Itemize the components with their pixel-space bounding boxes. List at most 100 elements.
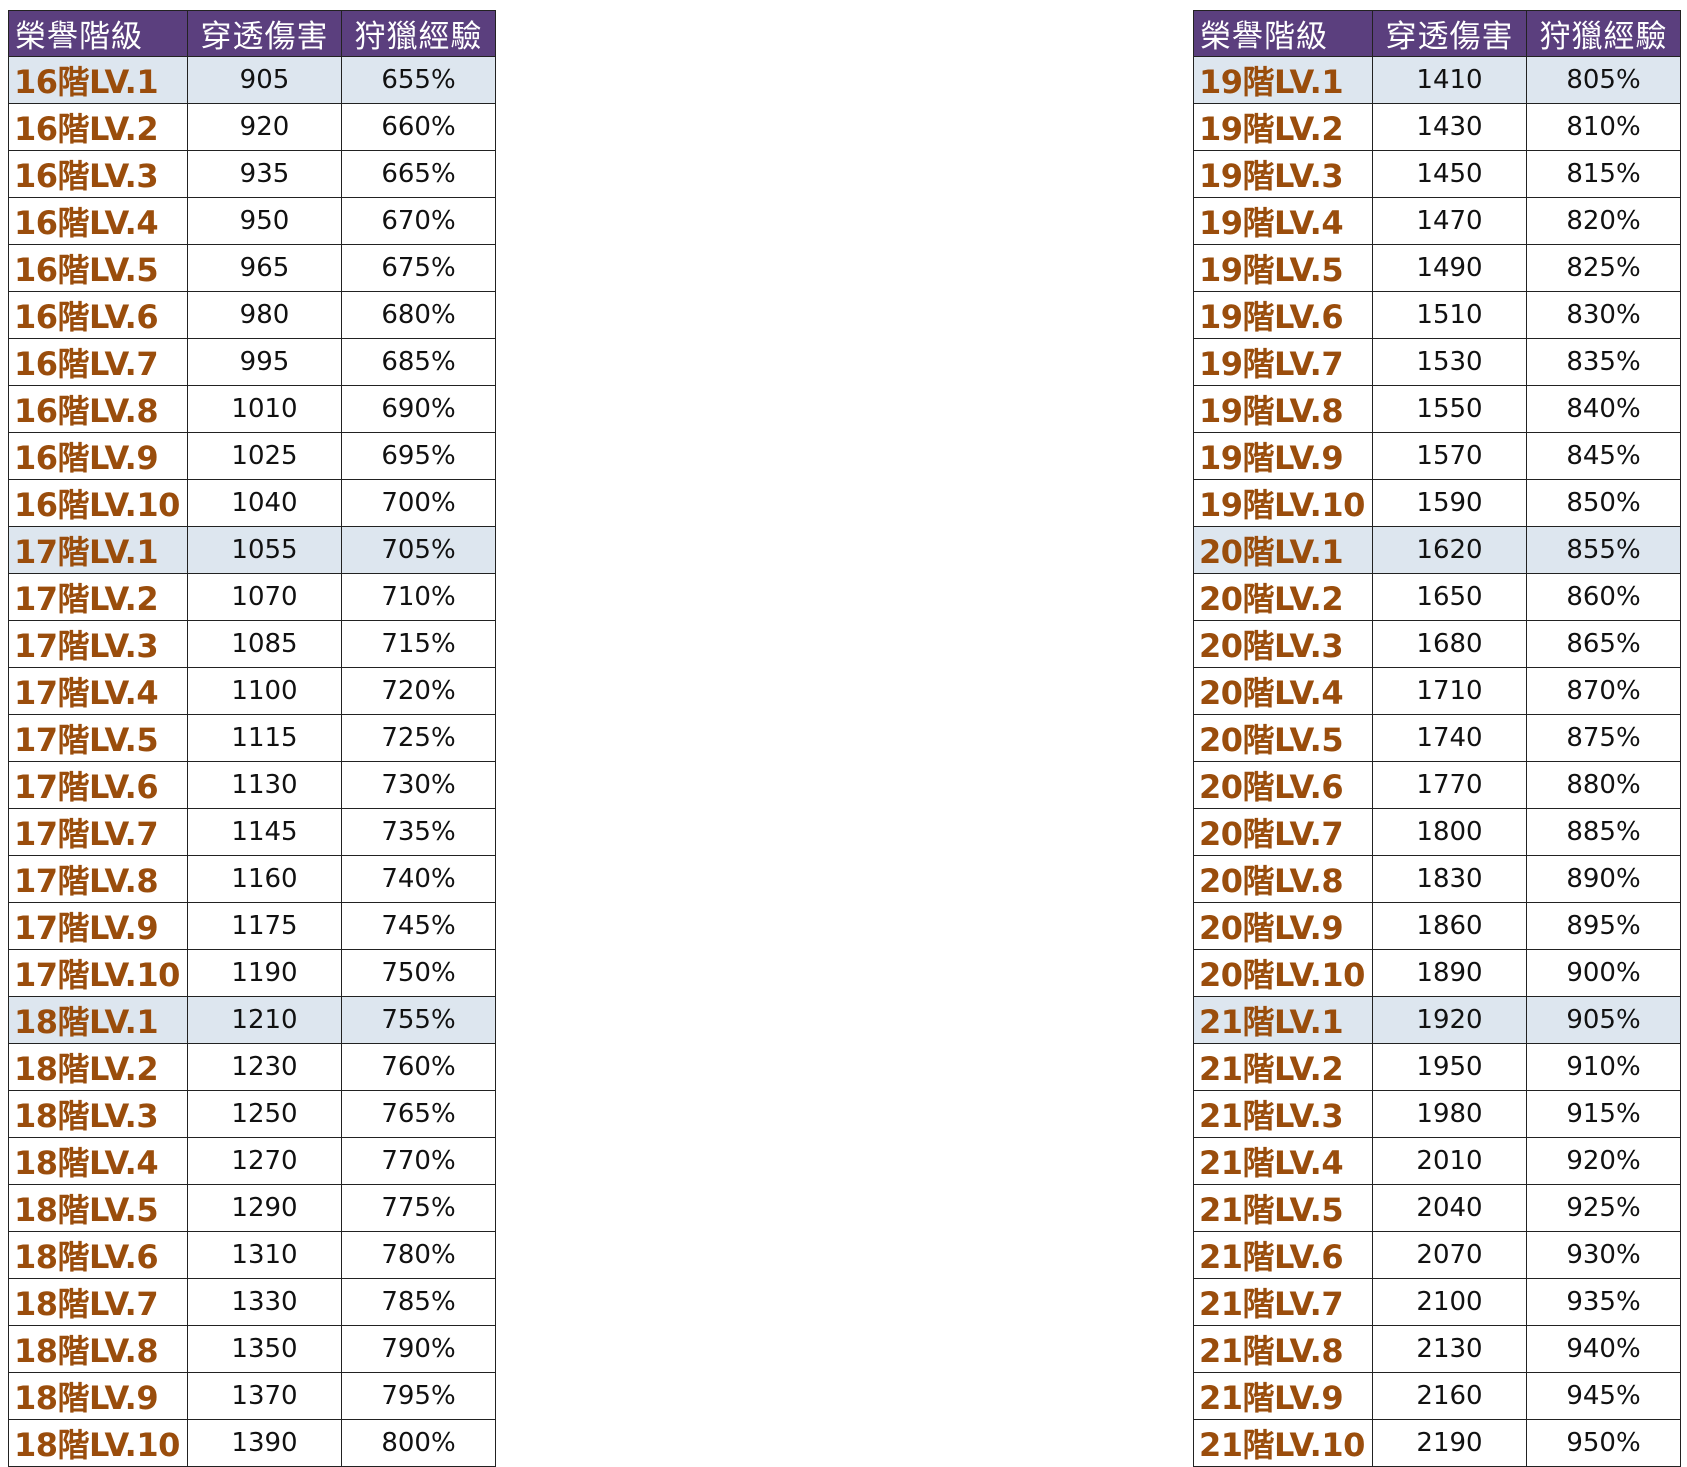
- table-row: 19階LV.9 1570 845%: [1193, 432, 1681, 480]
- hunting-exp-cell: 775%: [341, 1184, 496, 1232]
- penetration-damage-cell: 2160: [1372, 1372, 1527, 1420]
- penetration-damage-cell: 1070: [187, 573, 342, 621]
- penetration-damage-cell: 1290: [187, 1184, 342, 1232]
- penetration-damage-cell: 2100: [1372, 1278, 1527, 1326]
- hunting-exp-cell: 875%: [1526, 714, 1681, 762]
- penetration-damage-cell: 1210: [187, 996, 342, 1044]
- header-penetration-damage: 穿透傷害: [187, 10, 342, 57]
- rank-level-cell: 18階LV.7: [8, 1278, 188, 1326]
- rank-level-cell: 20階LV.10: [1193, 949, 1373, 997]
- hunting-exp-cell: 890%: [1526, 855, 1681, 903]
- rank-level-cell: 21階LV.8: [1193, 1325, 1373, 1373]
- hunting-exp-cell: 900%: [1526, 949, 1681, 997]
- hunting-exp-cell: 845%: [1526, 432, 1681, 480]
- penetration-damage-cell: 2040: [1372, 1184, 1527, 1232]
- rank-level-cell: 21階LV.6: [1193, 1231, 1373, 1279]
- penetration-damage-cell: 980: [187, 291, 342, 339]
- table-row: 16階LV.5 965 675%: [8, 244, 496, 292]
- hunting-exp-cell: 705%: [341, 526, 496, 574]
- penetration-damage-cell: 1890: [1372, 949, 1527, 997]
- table-row: 17階LV.9 1175 745%: [8, 902, 496, 950]
- penetration-damage-cell: 1920: [1372, 996, 1527, 1044]
- rank-level-cell: 21階LV.4: [1193, 1137, 1373, 1185]
- rank-level-cell: 19階LV.1: [1193, 56, 1373, 104]
- penetration-damage-cell: 995: [187, 338, 342, 386]
- hunting-exp-cell: 805%: [1526, 56, 1681, 104]
- rank-level-cell: 20階LV.6: [1193, 761, 1373, 809]
- rank-level-cell: 18階LV.8: [8, 1325, 188, 1373]
- hunting-exp-cell: 865%: [1526, 620, 1681, 668]
- penetration-damage-cell: 1410: [1372, 56, 1527, 104]
- table-row: 16階LV.7 995 685%: [8, 338, 496, 386]
- hunting-exp-cell: 770%: [341, 1137, 496, 1185]
- hunting-exp-cell: 725%: [341, 714, 496, 762]
- rank-level-cell: 17階LV.8: [8, 855, 188, 903]
- rank-level-cell: 18階LV.3: [8, 1090, 188, 1138]
- hunting-exp-cell: 925%: [1526, 1184, 1681, 1232]
- table-row: 16階LV.8 1010 690%: [8, 385, 496, 433]
- table-row: 21階LV.6 2070 930%: [1193, 1231, 1681, 1279]
- table-row: 16階LV.10 1040 700%: [8, 479, 496, 527]
- rank-level-cell: 20階LV.3: [1193, 620, 1373, 668]
- table-row: 21階LV.8 2130 940%: [1193, 1325, 1681, 1373]
- rank-level-cell: 16階LV.5: [8, 244, 188, 292]
- hunting-exp-cell: 950%: [1526, 1419, 1681, 1467]
- table-row: 17階LV.10 1190 750%: [8, 949, 496, 997]
- table-row: 20階LV.10 1890 900%: [1193, 949, 1681, 997]
- table-row: 18階LV.4 1270 770%: [8, 1137, 496, 1185]
- table-row: 18階LV.3 1250 765%: [8, 1090, 496, 1138]
- rank-level-cell: 19階LV.10: [1193, 479, 1373, 527]
- penetration-damage-cell: 1230: [187, 1043, 342, 1091]
- hunting-exp-cell: 660%: [341, 103, 496, 151]
- hunting-exp-cell: 885%: [1526, 808, 1681, 856]
- rank-level-cell: 18階LV.9: [8, 1372, 188, 1420]
- hunting-exp-cell: 665%: [341, 150, 496, 198]
- hunting-exp-cell: 675%: [341, 244, 496, 292]
- penetration-damage-cell: 1680: [1372, 620, 1527, 668]
- rank-level-cell: 19階LV.4: [1193, 197, 1373, 245]
- table-row: 18階LV.10 1390 800%: [8, 1419, 496, 1467]
- rank-level-cell: 19階LV.5: [1193, 244, 1373, 292]
- rank-level-cell: 19階LV.8: [1193, 385, 1373, 433]
- header-rank-level: 榮譽階級: [8, 10, 188, 57]
- penetration-damage-cell: 1025: [187, 432, 342, 480]
- hunting-exp-cell: 870%: [1526, 667, 1681, 715]
- penetration-damage-cell: 1310: [187, 1231, 342, 1279]
- penetration-damage-cell: 1650: [1372, 573, 1527, 621]
- penetration-damage-cell: 1330: [187, 1278, 342, 1326]
- rank-table-left: 榮譽階級 穿透傷害 狩獵經驗 16階LV.1 905 655% 16階LV.2 920 6…: [8, 10, 496, 1467]
- penetration-damage-cell: 1115: [187, 714, 342, 762]
- table-row: 20階LV.5 1740 875%: [1193, 714, 1681, 762]
- hunting-exp-cell: 750%: [341, 949, 496, 997]
- table-row: 19階LV.7 1530 835%: [1193, 338, 1681, 386]
- table-row: 21階LV.5 2040 925%: [1193, 1184, 1681, 1232]
- rank-level-cell: 21階LV.7: [1193, 1278, 1373, 1326]
- hunting-exp-cell: 690%: [341, 385, 496, 433]
- rank-level-cell: 16階LV.8: [8, 385, 188, 433]
- penetration-damage-cell: 1270: [187, 1137, 342, 1185]
- rank-level-cell: 21階LV.10: [1193, 1419, 1373, 1467]
- hunting-exp-cell: 755%: [341, 996, 496, 1044]
- hunting-exp-cell: 895%: [1526, 902, 1681, 950]
- table-row: 20階LV.4 1710 870%: [1193, 667, 1681, 715]
- penetration-damage-cell: 1055: [187, 526, 342, 574]
- penetration-damage-cell: 1390: [187, 1419, 342, 1467]
- hunting-exp-cell: 825%: [1526, 244, 1681, 292]
- hunting-exp-cell: 795%: [341, 1372, 496, 1420]
- table-row: 16階LV.3 935 665%: [8, 150, 496, 198]
- table-row: 20階LV.6 1770 880%: [1193, 761, 1681, 809]
- rank-level-cell: 17階LV.2: [8, 573, 188, 621]
- header-hunting-exp: 狩獵經驗: [1526, 10, 1681, 57]
- hunting-exp-cell: 780%: [341, 1231, 496, 1279]
- table-row: 19階LV.4 1470 820%: [1193, 197, 1681, 245]
- hunting-exp-cell: 880%: [1526, 761, 1681, 809]
- rank-level-cell: 20階LV.2: [1193, 573, 1373, 621]
- hunting-exp-cell: 940%: [1526, 1325, 1681, 1373]
- hunting-exp-cell: 840%: [1526, 385, 1681, 433]
- table-row: 16階LV.4 950 670%: [8, 197, 496, 245]
- hunting-exp-cell: 935%: [1526, 1278, 1681, 1326]
- table-row: 16階LV.1 905 655%: [8, 56, 496, 104]
- rank-level-cell: 17階LV.1: [8, 526, 188, 574]
- rank-level-cell: 16階LV.6: [8, 291, 188, 339]
- rank-level-cell: 19階LV.2: [1193, 103, 1373, 151]
